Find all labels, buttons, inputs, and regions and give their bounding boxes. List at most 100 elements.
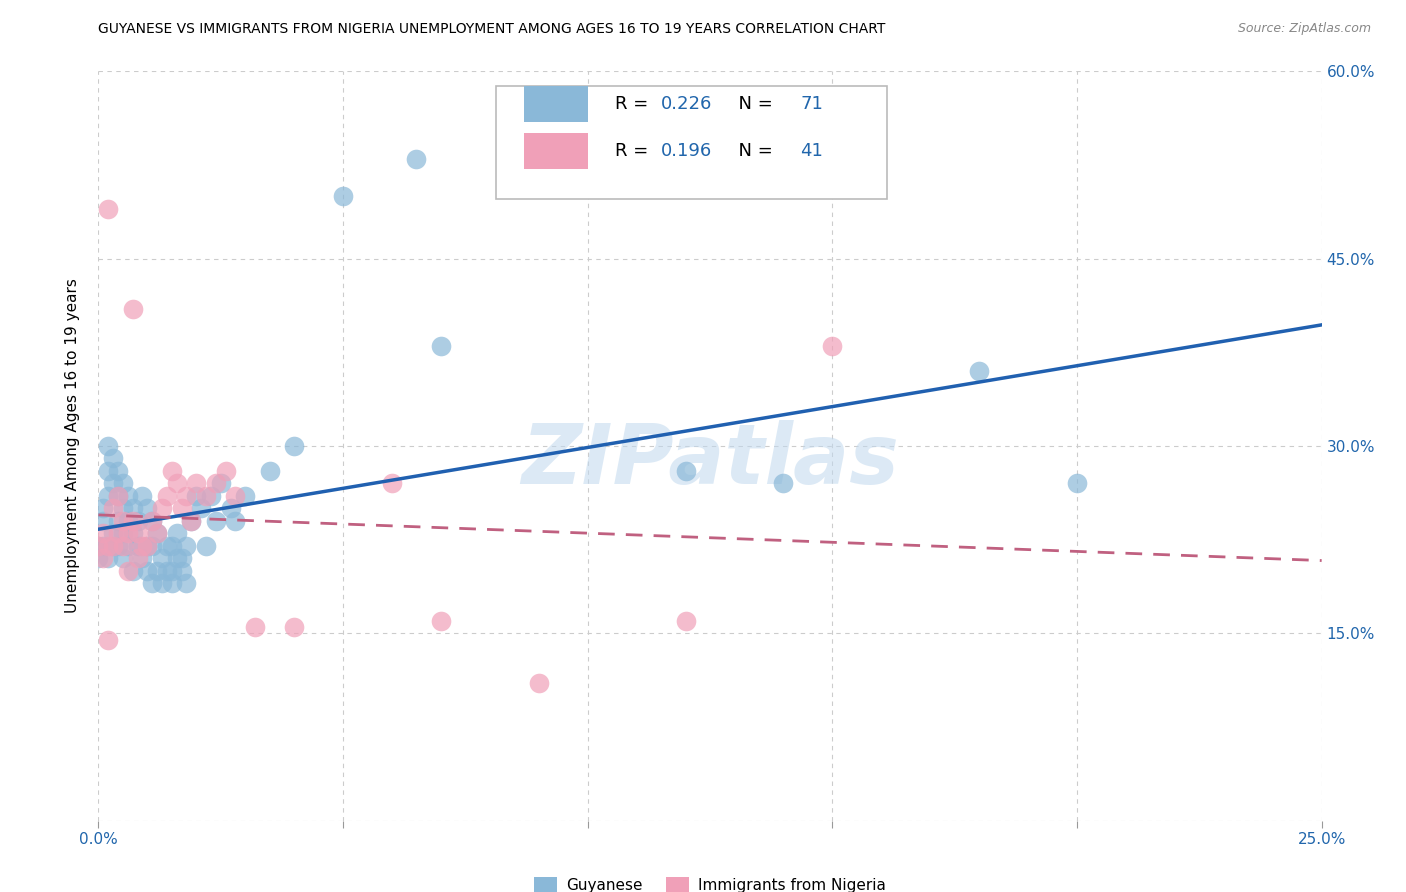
Point [170, 551, 193, 566]
Point [97, 439, 120, 453]
Point [150, 551, 173, 566]
Point [332, 189, 354, 203]
Point [176, 576, 198, 591]
Point [87, 539, 110, 553]
Point [527, 676, 550, 690]
Point [381, 476, 404, 491]
Legend: Guyanese, Immigrants from Nigeria: Guyanese, Immigrants from Nigeria [529, 871, 891, 892]
Point [146, 526, 169, 541]
Point [405, 152, 427, 166]
Text: R =: R = [614, 142, 654, 160]
Point [121, 526, 143, 541]
Point [160, 539, 183, 553]
Point [91, 551, 114, 566]
Point [101, 476, 124, 491]
Point [97, 632, 120, 647]
Point [156, 539, 179, 553]
Point [117, 514, 139, 528]
Point [967, 364, 990, 378]
Point [176, 539, 198, 553]
Point [107, 464, 129, 478]
Point [150, 576, 173, 591]
Point [821, 339, 844, 353]
Point [97, 202, 120, 216]
Point [101, 539, 124, 553]
Point [107, 526, 129, 541]
Point [166, 551, 188, 566]
Text: 41: 41 [800, 142, 824, 160]
Point [156, 564, 179, 578]
Point [146, 564, 169, 578]
Point [127, 551, 149, 566]
Text: 71: 71 [800, 95, 824, 112]
Point [430, 614, 453, 628]
Point [772, 476, 794, 491]
Point [97, 539, 120, 553]
Point [101, 539, 124, 553]
Point [107, 539, 129, 553]
Point [205, 514, 228, 528]
Point [1066, 476, 1088, 491]
Point [121, 514, 143, 528]
Point [97, 464, 120, 478]
Point [87, 551, 110, 566]
Point [127, 526, 149, 541]
Point [214, 464, 236, 478]
Point [107, 489, 129, 503]
Text: 0.226: 0.226 [661, 95, 713, 112]
Point [675, 464, 697, 478]
Point [160, 464, 183, 478]
Text: 0.196: 0.196 [661, 142, 713, 160]
FancyBboxPatch shape [524, 86, 588, 121]
Point [121, 564, 143, 578]
Point [141, 514, 163, 528]
Point [101, 451, 124, 466]
Text: R =: R = [614, 95, 654, 112]
Point [180, 514, 202, 528]
Point [283, 439, 305, 453]
Point [136, 539, 159, 553]
Point [131, 489, 153, 503]
Point [150, 501, 173, 516]
Point [97, 489, 120, 503]
Point [259, 464, 281, 478]
Point [243, 620, 266, 634]
Point [156, 489, 179, 503]
Point [131, 539, 153, 553]
Point [117, 526, 139, 541]
FancyBboxPatch shape [496, 87, 887, 199]
Point [136, 539, 159, 553]
Point [233, 489, 256, 503]
Point [91, 539, 114, 553]
Point [160, 564, 183, 578]
Point [87, 539, 110, 553]
Point [91, 514, 114, 528]
Point [91, 526, 114, 541]
Point [121, 501, 143, 516]
Point [200, 489, 222, 503]
Point [160, 576, 183, 591]
Point [195, 539, 218, 553]
Point [91, 501, 114, 516]
Point [111, 539, 134, 553]
Point [107, 514, 129, 528]
Point [97, 551, 120, 566]
Point [111, 514, 134, 528]
Point [117, 539, 139, 553]
Point [117, 489, 139, 503]
FancyBboxPatch shape [524, 133, 588, 169]
Point [186, 476, 208, 491]
Point [131, 551, 153, 566]
Point [127, 514, 149, 528]
Text: Source: ZipAtlas.com: Source: ZipAtlas.com [1237, 22, 1371, 36]
Point [166, 476, 188, 491]
Point [141, 539, 163, 553]
Point [117, 564, 139, 578]
Point [224, 489, 246, 503]
Point [136, 501, 159, 516]
Point [180, 514, 202, 528]
Point [111, 501, 134, 516]
Text: ZIPatlas: ZIPatlas [522, 420, 898, 501]
Y-axis label: Unemployment Among Ages 16 to 19 years: Unemployment Among Ages 16 to 19 years [65, 278, 80, 614]
Point [430, 339, 453, 353]
